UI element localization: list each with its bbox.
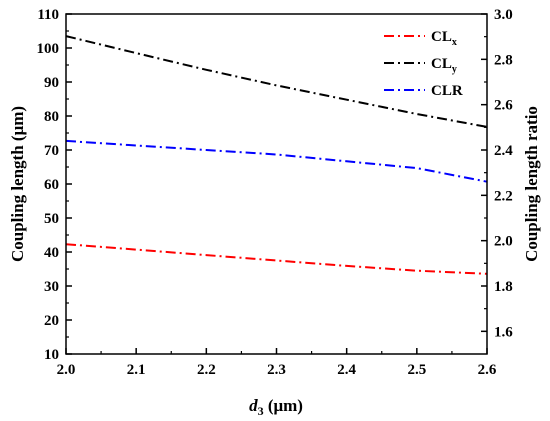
y-right-tick-label: 2.6	[494, 98, 513, 114]
y-right-tick-label: 1.6	[494, 324, 513, 340]
y-right-tick-label: 2.0	[494, 234, 513, 250]
y-right-ticks: 1.6 1.8 2.0 2.2 2.4 2.6 2.8 3.0	[481, 7, 513, 340]
y-left-tick-label: 20	[44, 313, 59, 329]
y-right-tick-label: 2.8	[494, 52, 513, 68]
y-right-tick-label: 2.2	[494, 188, 513, 204]
legend-entry: CLx	[431, 29, 457, 48]
y-left-tick-label: 30	[44, 279, 59, 295]
legend-entry-name: CL	[431, 56, 452, 72]
y-left-axis-title: Coupling length (μm)	[8, 106, 27, 262]
legend-entry-sub: x	[452, 37, 457, 48]
y-left-tick-label: 70	[44, 143, 59, 159]
legend-entry-name: CLR	[431, 83, 463, 99]
legend-entry-name: CL	[431, 29, 452, 45]
legend-entry: CLR	[431, 83, 463, 99]
x-tick-label: 2.6	[478, 362, 497, 378]
y-right-tick-label: 3.0	[494, 7, 513, 23]
x-tick-label: 2.0	[57, 362, 76, 378]
x-tick-label: 2.2	[197, 362, 216, 378]
y-right-tick-label: 1.8	[494, 279, 513, 295]
y-left-tick-label: 60	[44, 177, 59, 193]
x-ticks: 2.0 2.1 2.2 2.3 2.4 2.5 2.6	[57, 348, 497, 378]
x-axis-title-main: d	[249, 396, 258, 415]
x-tick-label: 2.4	[337, 362, 356, 378]
y-left-tick-label: 10	[44, 347, 59, 363]
x-tick-label: 2.5	[407, 362, 426, 378]
x-axis-title-sub: 3	[258, 404, 264, 418]
x-axis-title-unit: (μm)	[264, 396, 303, 415]
y-left-tick-label: 110	[37, 7, 59, 23]
y-left-tick-label: 90	[44, 75, 59, 91]
x-tick-label: 2.1	[127, 362, 146, 378]
legend-entry: CLy	[431, 56, 457, 75]
series-line-cly	[65, 35, 488, 128]
legend-entry-sub: y	[452, 64, 457, 75]
y-left-tick-label: 80	[44, 109, 59, 125]
y-right-axis-title: Coupling length ratio	[522, 106, 541, 262]
plot-frame	[65, 13, 488, 355]
plot-lines	[65, 35, 488, 275]
series-line-clr	[65, 139, 488, 183]
y-left-ticks: 10 20 30 40 50 60 70 80 90 100 110	[37, 7, 72, 363]
y-left-tick-label: 50	[44, 211, 59, 227]
y-left-tick-label: 100	[37, 41, 60, 57]
x-tick-label: 2.3	[267, 362, 286, 378]
y-left-tick-label: 40	[44, 245, 59, 261]
y-right-tick-label: 2.4	[494, 143, 513, 159]
series-line-clx	[65, 243, 488, 275]
x-axis-title: d3 (μm)	[249, 396, 303, 418]
